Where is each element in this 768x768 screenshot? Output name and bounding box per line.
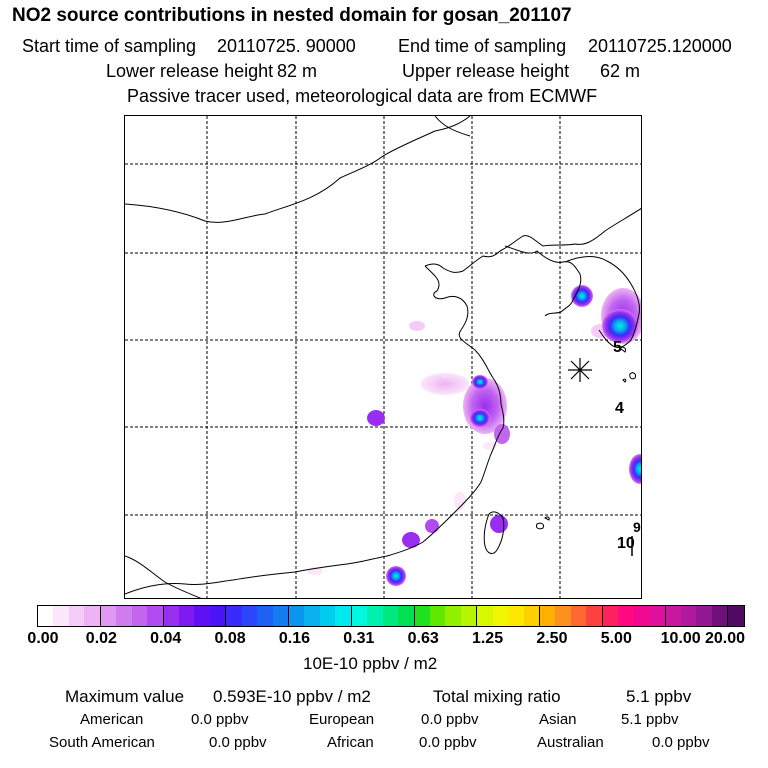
colorbar-tick-label: 5.00 [600, 630, 632, 647]
total-mixing-label: Total mixing ratio [433, 687, 561, 706]
colorbar-segment [194, 606, 210, 626]
map-panel: 5 4 9 10 [124, 115, 642, 599]
colorbar-tick-label: 10.00 [660, 630, 701, 647]
colorbar-segment [131, 606, 148, 626]
colorbar-segment [38, 606, 54, 626]
total-mixing-value: 5.1 ppbv [626, 687, 692, 706]
colorbar-segment [602, 606, 619, 626]
colorbar-tick-label: 0.08 [214, 630, 246, 647]
map-label-4: 4 [615, 400, 624, 417]
map-label-5: 5 [613, 339, 622, 356]
colorbar-tick-label: 0.16 [278, 630, 311, 647]
tracer-note: Passive tracer used, meteorological data… [127, 86, 598, 106]
concentration-plumes-light [307, 321, 611, 575]
start-time-value: 20110725. 90000 [217, 36, 356, 56]
region-value: 0.0 ppbv [421, 711, 479, 728]
colorbar-segment [680, 606, 697, 626]
region-name: Australian [537, 734, 604, 751]
colorbar-segment [84, 606, 101, 626]
region-value: 0.0 ppbv [419, 734, 477, 751]
colorbar-segment [508, 606, 524, 626]
region-value: 0.0 ppbv [652, 734, 710, 751]
colorbar-segment [429, 606, 446, 626]
colorbar-segment [289, 606, 305, 626]
colorbar-segment [367, 606, 383, 626]
colorbar-segment [445, 606, 461, 626]
lower-release-value: 82 m [277, 61, 318, 81]
max-value-label: Maximum value [65, 687, 185, 706]
colorbar-segment [382, 606, 399, 626]
colorbar-segment [272, 606, 289, 626]
colorbar-segment [351, 606, 368, 626]
region-name: African [327, 734, 374, 751]
colorbar-segment [570, 606, 587, 626]
colorbar-segment [68, 606, 85, 626]
colorbar-units: 10E-10 ppbv / m2 [303, 654, 438, 673]
colorbar-segment [100, 606, 117, 626]
colorbar-tick-label: 20.00 [704, 630, 746, 647]
colorbar-segment [304, 606, 320, 626]
colorbar [37, 605, 745, 627]
colorbar-segment [540, 606, 556, 626]
colorbar-segment [116, 606, 132, 626]
colorbar-tick-label: 1.25 [471, 630, 504, 647]
colorbar-segment [586, 606, 603, 626]
colorbar-segment [665, 606, 681, 626]
colorbar-tick-label: 2.50 [536, 630, 568, 647]
colorbar-segment [618, 606, 634, 626]
concentration-hotspots [386, 285, 641, 586]
region-name: American [80, 711, 144, 728]
region-value: 0.0 ppbv [209, 734, 267, 751]
colorbar-segment [209, 606, 227, 626]
colorbar-segment [53, 606, 69, 626]
colorbar-segment [335, 606, 352, 626]
region-value: 0.0 ppbv [191, 711, 249, 728]
colorbar-segment [649, 606, 666, 626]
region-name: European [309, 711, 375, 728]
lower-release-label: Lower release height [106, 61, 274, 81]
colorbar-segment [414, 606, 430, 626]
max-value: 0.593E-10 ppbv / m2 [213, 687, 371, 706]
end-time-label: End time of sampling [398, 36, 567, 56]
colorbar-segment [147, 606, 164, 626]
colorbar-tick-label: 0.63 [407, 630, 439, 647]
upper-release-label: Upper release height [402, 61, 570, 81]
colorbar-segment [711, 606, 729, 626]
colorbar-segment [728, 606, 744, 626]
colorbar-segment [492, 606, 509, 626]
colorbar-tick-label: 0.04 [150, 630, 182, 647]
colorbar-segment [696, 606, 712, 626]
colorbar-segment [398, 606, 415, 626]
end-time-value: 20110725.120000 [588, 36, 732, 56]
receptor-asterisk-icon [568, 358, 592, 382]
region-value: 5.1 ppbv [621, 711, 679, 728]
colorbar-tick-label: 0.00 [27, 630, 59, 647]
map-canvas [125, 116, 641, 598]
start-time-label: Start time of sampling [22, 36, 197, 56]
region-name: South American [49, 734, 155, 751]
colorbar-segment [460, 606, 478, 626]
chart-title: NO2 source contributions in nested domai… [12, 5, 572, 26]
upper-release-value: 62 m [600, 61, 641, 81]
colorbar-segment [477, 606, 493, 626]
colorbar-segment [241, 606, 258, 626]
map-label-9: 9 [633, 519, 641, 535]
colorbar-segment [257, 606, 273, 626]
colorbar-segment [178, 606, 195, 626]
colorbar-tick-label: 0.31 [343, 630, 375, 647]
lat-lon-grid [125, 116, 641, 598]
region-name: Asian [539, 711, 577, 728]
colorbar-segment [633, 606, 650, 626]
colorbar-segment [523, 606, 540, 626]
colorbar-segment [319, 606, 336, 626]
colorbar-tick-label: 0.02 [85, 630, 117, 647]
map-label-10: 10 [617, 535, 635, 552]
coastlines [125, 116, 641, 598]
colorbar-segment [163, 606, 179, 626]
colorbar-segment [226, 606, 242, 626]
colorbar-segment [555, 606, 571, 626]
